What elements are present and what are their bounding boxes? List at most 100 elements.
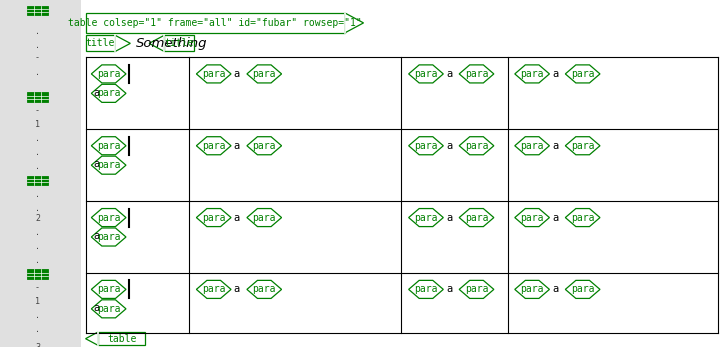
Polygon shape [247,209,282,227]
Text: para: para [97,213,121,222]
Text: a: a [552,213,558,222]
Polygon shape [565,280,600,298]
Text: para: para [253,141,276,151]
Text: Something: Something [136,37,208,50]
FancyBboxPatch shape [27,269,48,279]
Text: para: para [97,88,121,98]
Text: a: a [446,213,452,222]
FancyBboxPatch shape [27,92,48,102]
Polygon shape [86,332,98,345]
Polygon shape [515,65,549,83]
Text: .: . [35,256,40,265]
Text: .: . [35,311,40,320]
Polygon shape [515,137,549,155]
Polygon shape [247,137,282,155]
Text: para: para [465,213,488,222]
Text: para: para [465,141,488,151]
Polygon shape [515,280,549,298]
Polygon shape [91,300,126,318]
Text: title: title [165,39,193,48]
Polygon shape [459,280,494,298]
Text: a: a [234,69,240,79]
Text: para: para [521,285,544,294]
Polygon shape [565,209,600,227]
Text: a: a [446,285,452,294]
Polygon shape [344,13,364,33]
Text: para: para [253,285,276,294]
Text: .: . [35,148,40,157]
Text: para: para [465,285,488,294]
Polygon shape [91,156,126,174]
Polygon shape [91,137,126,155]
Polygon shape [409,280,443,298]
Polygon shape [459,209,494,227]
Text: a: a [446,69,452,79]
Text: para: para [97,160,121,170]
FancyBboxPatch shape [27,176,48,185]
Text: para: para [97,69,121,79]
Text: para: para [202,285,225,294]
Text: table colsep="1" frame="all" id="fubar" rowsep="1": table colsep="1" frame="all" id="fubar" … [69,18,362,28]
FancyBboxPatch shape [164,35,193,51]
Polygon shape [459,65,494,83]
Polygon shape [196,209,231,227]
Text: para: para [571,213,594,222]
FancyBboxPatch shape [98,332,146,345]
Polygon shape [91,209,126,227]
FancyBboxPatch shape [86,35,116,51]
Text: .: . [35,242,40,251]
Text: table: table [107,334,136,344]
Polygon shape [91,280,126,298]
Text: .: . [35,162,40,171]
Text: a: a [234,285,240,294]
Polygon shape [459,137,494,155]
Text: .: . [35,41,40,50]
Text: a: a [446,141,452,151]
Polygon shape [91,84,126,102]
Text: a: a [94,88,100,98]
Polygon shape [409,209,443,227]
FancyBboxPatch shape [0,0,81,347]
Text: para: para [465,69,488,79]
Text: para: para [414,213,438,222]
Text: para: para [521,213,544,222]
Text: para: para [97,285,121,294]
Text: .: . [35,325,40,334]
Text: a: a [234,213,240,222]
Polygon shape [565,137,600,155]
Polygon shape [149,35,164,51]
Polygon shape [565,65,600,83]
Text: para: para [202,69,225,79]
Text: para: para [253,69,276,79]
Text: para: para [253,213,276,222]
Text: a: a [94,231,100,241]
Polygon shape [247,65,282,83]
Text: .: . [35,68,40,77]
Text: 1: 1 [35,297,40,306]
Text: para: para [414,285,438,294]
Text: 2: 2 [35,214,40,223]
Text: para: para [97,232,121,242]
Text: 1: 1 [35,120,40,129]
Text: a: a [552,285,558,294]
Text: para: para [571,141,594,151]
Polygon shape [409,65,443,83]
Text: para: para [97,304,121,314]
Text: a: a [552,69,558,79]
Polygon shape [409,137,443,155]
Text: para: para [414,69,438,79]
Text: para: para [571,69,594,79]
Text: para: para [414,141,438,151]
Text: para: para [97,141,121,151]
Text: .: . [35,27,40,36]
FancyBboxPatch shape [86,13,344,33]
Text: para: para [202,213,225,222]
Text: para: para [521,141,544,151]
Text: -: - [35,283,40,293]
Polygon shape [91,228,126,246]
Text: -: - [35,107,40,116]
Text: title: title [86,39,115,48]
Text: .: . [35,204,40,213]
Polygon shape [116,35,130,51]
Text: .: . [35,134,40,143]
